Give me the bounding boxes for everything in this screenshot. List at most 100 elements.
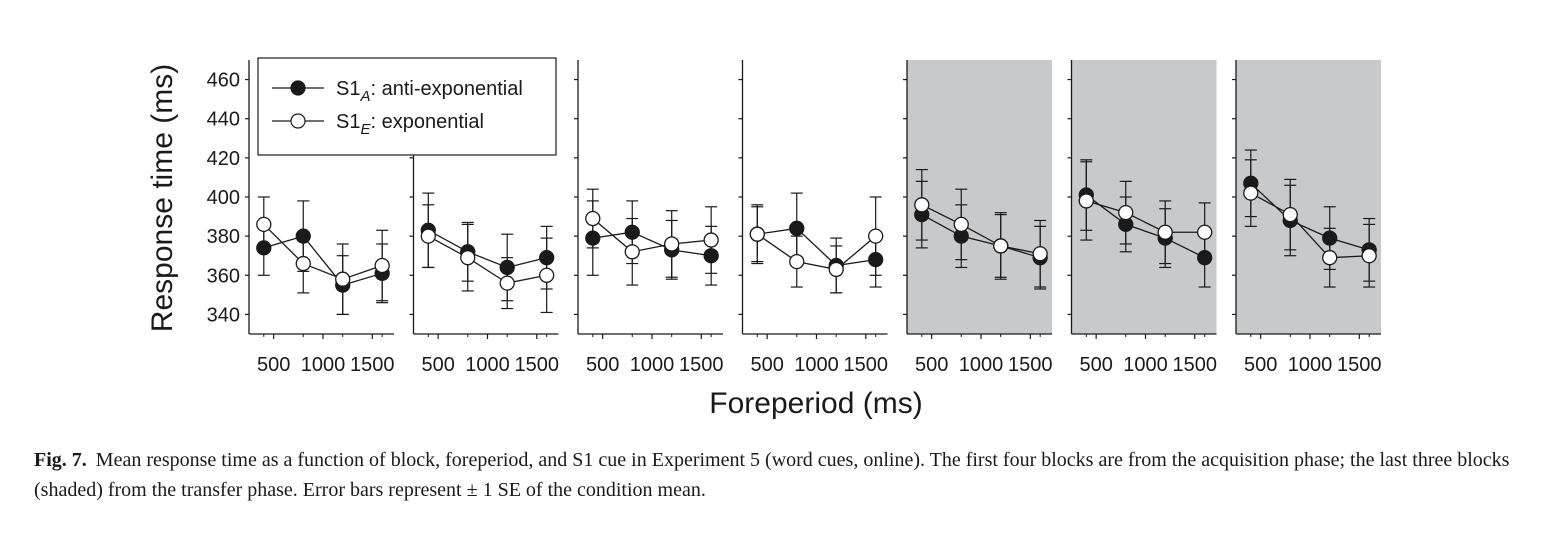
data-point xyxy=(703,232,719,248)
series-line xyxy=(1086,200,1205,233)
y-tick-label: 420 xyxy=(207,148,240,170)
data-point xyxy=(295,255,311,272)
series-exp-block-6 xyxy=(1078,161,1213,265)
series-line xyxy=(921,204,1041,255)
series-line xyxy=(427,235,547,284)
x-tick-label: 1000 xyxy=(301,354,346,376)
x-tick-label: 1000 xyxy=(630,354,675,376)
legend-entry-exp: S1E: exponential xyxy=(272,111,484,138)
panel-block-6: 500 1000 1500 xyxy=(1067,60,1218,376)
panel-block-3: 500 1000 1500 xyxy=(574,60,724,376)
y-tick-label: 460 xyxy=(207,70,240,92)
x-tick-label: 500 xyxy=(257,354,290,376)
x-tick-label: 500 xyxy=(586,354,619,376)
data-point xyxy=(624,244,640,260)
legend-suffix-anti: : anti-exponential xyxy=(370,78,522,100)
y-axis-title: Response time (ms) xyxy=(146,64,179,332)
data-point xyxy=(335,271,351,287)
x-tick-label: 1500 xyxy=(844,354,889,376)
data-point xyxy=(1282,206,1298,223)
data-point xyxy=(460,250,476,266)
x-tick-label: 500 xyxy=(421,354,454,376)
legend-entry-anti: S1A: anti-exponential xyxy=(272,78,523,105)
legend-sub-exp: E xyxy=(360,121,371,138)
data-point xyxy=(789,253,805,270)
series-exp-block-5 xyxy=(914,169,1048,288)
panel-block-2: 500 1000 1500 xyxy=(409,60,560,376)
y-tick-label: 360 xyxy=(207,265,240,287)
legend-label-exp: S1E: exponential xyxy=(336,111,484,138)
legend-box xyxy=(257,57,557,156)
panel-block-5: 500 1000 1500 xyxy=(903,60,1053,376)
legend-label-anti: S1A: anti-exponential xyxy=(336,78,523,105)
x-tick-label: 500 xyxy=(1244,354,1277,376)
x-tick-label: 1000 xyxy=(959,354,1004,376)
data-point xyxy=(1361,248,1377,264)
series-line xyxy=(757,227,876,267)
data-point xyxy=(828,261,844,278)
series-line xyxy=(263,235,383,286)
data-point xyxy=(868,228,884,244)
series-line xyxy=(756,233,877,271)
x-tick-label: 1500 xyxy=(350,354,395,376)
x-tick-label: 1500 xyxy=(515,354,560,376)
x-tick-label: 1000 xyxy=(465,354,510,376)
data-point xyxy=(789,220,805,236)
series-exp-block-2 xyxy=(420,204,555,314)
panel-block-4: 500 1000 1500 xyxy=(738,60,889,376)
series-exp-block-1 xyxy=(256,196,390,316)
y-axis: 340 360 380 400 420 440 460 xyxy=(207,70,240,327)
shaded-background xyxy=(1236,60,1381,334)
data-point xyxy=(1078,193,1094,209)
data-point xyxy=(585,210,601,227)
data-point xyxy=(499,275,515,291)
series-line xyxy=(263,223,383,280)
series-line xyxy=(592,231,712,257)
open-marker-icon xyxy=(290,113,306,129)
caption-label: Fig. 7. xyxy=(34,449,87,471)
shaded-background xyxy=(907,60,1052,334)
legend-prefix-anti: S1 xyxy=(336,78,360,100)
series-anti-block-1 xyxy=(256,200,390,316)
data-point xyxy=(374,257,390,274)
series-anti-block-2 xyxy=(420,192,555,302)
series-exp-block-4 xyxy=(749,196,884,294)
series-line xyxy=(427,229,547,269)
data-point xyxy=(420,228,436,244)
series-line xyxy=(592,218,712,253)
series-line xyxy=(921,214,1041,259)
legend-sub-anti: A xyxy=(359,88,370,105)
x-tick-label: 1500 xyxy=(1008,354,1053,376)
x-axis-title: Foreperiod (ms) xyxy=(709,387,922,420)
panel-block-1: 500 1000 1500 xyxy=(245,60,395,376)
y-tick-label: 340 xyxy=(207,304,240,326)
data-point xyxy=(1243,185,1259,201)
x-tick-label: 1000 xyxy=(1288,354,1333,376)
y-tick-label: 400 xyxy=(207,187,240,209)
data-point xyxy=(1032,246,1048,262)
data-point xyxy=(664,236,680,252)
data-point xyxy=(1157,224,1173,240)
data-point xyxy=(1118,205,1134,221)
series-line xyxy=(1250,192,1370,259)
caption-text: Mean response time as a function of bloc… xyxy=(34,449,1510,501)
series-anti-block-3 xyxy=(585,200,719,286)
filled-marker-icon xyxy=(290,80,306,96)
series-exp-block-7 xyxy=(1243,159,1377,288)
x-tick-label: 1500 xyxy=(1173,354,1218,376)
series-exp-block-3 xyxy=(585,188,719,286)
data-point xyxy=(914,197,930,213)
figure-caption: Fig. 7. Mean response time as a function… xyxy=(34,445,1514,505)
y-tick-label: 440 xyxy=(207,109,240,131)
data-point xyxy=(256,216,272,233)
data-point xyxy=(1322,250,1338,266)
legend-suffix-exp: : exponential xyxy=(370,111,483,133)
x-tick-label: 1500 xyxy=(1337,354,1382,376)
data-point xyxy=(749,226,765,242)
panels: 500 1000 1500 500 1000 1500 500 1000 1500 500 1000… xyxy=(245,60,1382,376)
x-tick-label: 1000 xyxy=(794,354,839,376)
legend-prefix-exp: S1 xyxy=(336,111,360,133)
data-point xyxy=(539,267,555,283)
response-time-figure: 500 1000 1500 500 1000 1500 500 1000 1500 500 1000… xyxy=(146,57,1382,420)
y-tick-label: 380 xyxy=(207,226,240,248)
